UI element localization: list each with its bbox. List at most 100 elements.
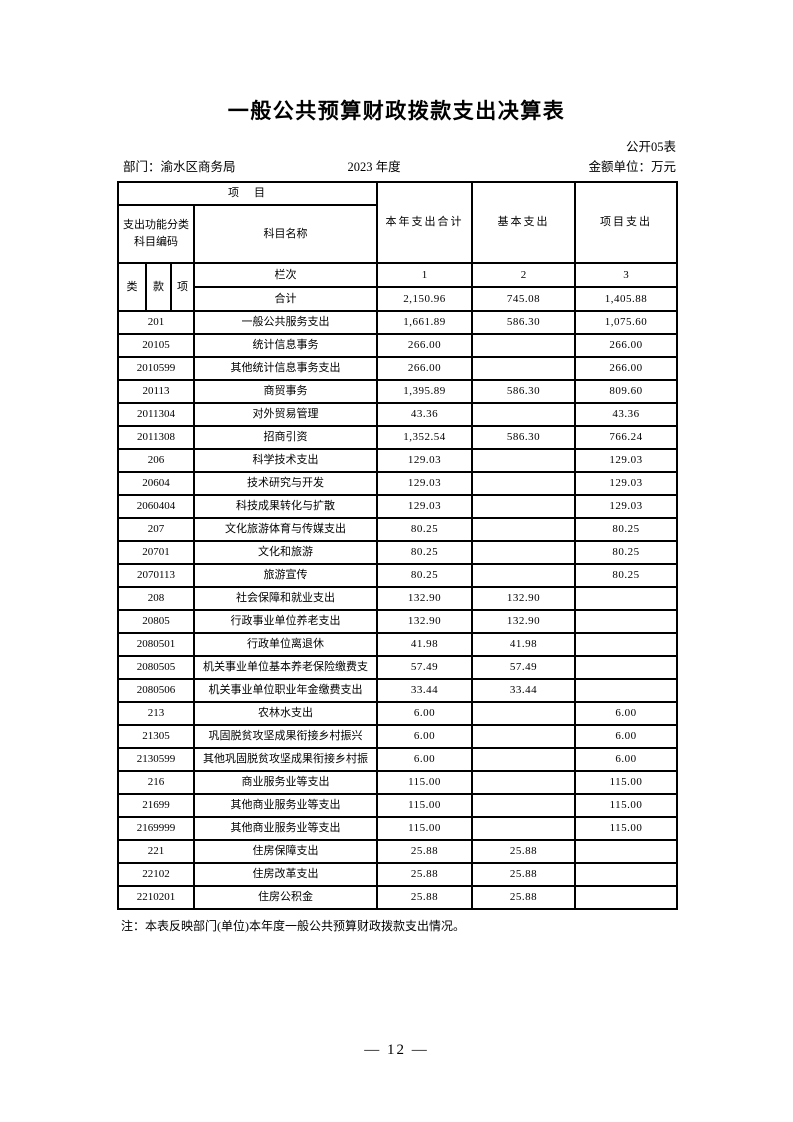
row-project-cell: 766.24: [574, 425, 678, 450]
table-row: 2210201 住房公积金 25.88 25.88: [117, 885, 678, 910]
table-code-label: 公开05表: [625, 140, 676, 154]
row-code-cell: 207: [117, 517, 195, 542]
header-row-main: 支出功能分类 科目编码 科目名称: [117, 204, 677, 264]
row-basic-cell: 33.44: [471, 678, 576, 703]
row-project-cell: 6.00: [574, 747, 678, 772]
code-group-line2: 科目编码: [134, 236, 178, 248]
row-total-cell: 115.00: [376, 793, 473, 818]
header-cell-col2: 2: [471, 262, 576, 288]
row-total-cell: 41.98: [376, 632, 473, 657]
row-total-cell: 80.25: [376, 540, 473, 565]
table-row: 20701 文化和旅游 80.25 80.25: [117, 540, 678, 565]
row-basic-cell: 586.30: [471, 379, 576, 404]
row-project-cell: 6.00: [574, 724, 678, 749]
row-basic-cell: [471, 402, 576, 427]
table-row: 206 科学技术支出 129.03 129.03: [117, 448, 678, 473]
row-total-cell: 43.36: [376, 402, 473, 427]
row-basic-cell: [471, 540, 576, 565]
row-project-cell: 266.00: [574, 333, 678, 358]
row-basic-cell: [471, 701, 576, 726]
table-row: 2080506 机关事业单位职业年金缴费支出 33.44 33.44: [117, 678, 678, 703]
fiscal-year-label: 2023 年度: [347, 160, 401, 174]
row-project-cell: 80.25: [574, 540, 678, 565]
row-project-cell: [574, 678, 678, 703]
row-name-cell: 其他统计信息事务支出: [193, 356, 378, 381]
row-basic-cell: [471, 471, 576, 496]
row-basic-cell: [471, 816, 576, 841]
row-name-cell: 其他商业服务业等支出: [193, 816, 378, 841]
row-total-cell: 266.00: [376, 333, 473, 358]
total-basic-cell: 745.08: [471, 286, 576, 312]
row-total-cell: 25.88: [376, 862, 473, 887]
page-content: 一般公共预算财政拨款支出决算表 公开05表 部门：渝水区商务局 2023 年度 …: [117, 0, 678, 934]
header-cell-project-exp: 项目支出: [574, 181, 678, 264]
row-project-cell: 80.25: [574, 517, 678, 542]
header-cell-column-index: 栏次: [193, 262, 378, 288]
row-project-cell: 129.03: [574, 448, 678, 473]
row-name-cell: 科学技术支出: [193, 448, 378, 473]
row-name-cell: 住房保障支出: [193, 839, 378, 864]
row-basic-cell: 586.30: [471, 425, 576, 450]
row-code-cell: 2130599: [117, 747, 195, 772]
row-basic-cell: [471, 747, 576, 772]
row-basic-cell: 25.88: [471, 862, 576, 887]
row-project-cell: 115.00: [574, 770, 678, 795]
table-row: 2011304 对外贸易管理 43.36 43.36: [117, 402, 678, 427]
total-project-cell: 1,405.88: [574, 286, 678, 312]
row-total-cell: 115.00: [376, 816, 473, 841]
row-name-cell: 农林水支出: [193, 701, 378, 726]
row-project-cell: [574, 655, 678, 680]
row-basic-cell: [471, 494, 576, 519]
row-basic-cell: [471, 333, 576, 358]
table-row: 2070113 旅游宣传 80.25 80.25: [117, 563, 678, 588]
row-total-cell: 115.00: [376, 770, 473, 795]
row-total-cell: 6.00: [376, 747, 473, 772]
row-total-cell: 1,352.54: [376, 425, 473, 450]
header-cell-item: 项: [170, 262, 195, 312]
table-row: 20805 行政事业单位养老支出 132.90 132.90: [117, 609, 678, 634]
row-name-cell: 一般公共服务支出: [193, 310, 378, 335]
row-code-cell: 2080505: [117, 655, 195, 680]
meta-line: 部门：渝水区商务局 2023 年度 金额单位：万元: [117, 158, 676, 176]
table-row: 2169999 其他商业服务业等支出 115.00 115.00: [117, 816, 678, 841]
row-basic-cell: [471, 563, 576, 588]
row-project-cell: [574, 839, 678, 864]
header-row-project: 项 目 本年支出合计 基本支出 项目支出: [117, 181, 678, 264]
table-row: 2010599 其他统计信息事务支出 266.00 266.00: [117, 356, 678, 381]
row-total-cell: 80.25: [376, 517, 473, 542]
row-code-cell: 20805: [117, 609, 195, 634]
header-cell-year-total: 本年支出合计: [376, 181, 473, 264]
table-row: 201 一般公共服务支出 1,661.89 586.30 1,075.60: [117, 310, 678, 335]
row-name-cell: 机关事业单位职业年金缴费支出: [193, 678, 378, 703]
table-row: 2060404 科技成果转化与扩散 129.03 129.03: [117, 494, 678, 519]
row-code-cell: 21699: [117, 793, 195, 818]
row-name-cell: 技术研究与开发: [193, 471, 378, 496]
table-row: 221 住房保障支出 25.88 25.88: [117, 839, 678, 864]
row-code-cell: 22102: [117, 862, 195, 887]
row-name-cell: 巩固脱贫攻坚成果衔接乡村振兴: [193, 724, 378, 749]
total-label-cell: 合计: [193, 286, 378, 312]
row-code-cell: 206: [117, 448, 195, 473]
row-basic-cell: 41.98: [471, 632, 576, 657]
row-code-cell: 20105: [117, 333, 195, 358]
row-name-cell: 商贸事务: [193, 379, 378, 404]
table-row: 2080501 行政单位离退休 41.98 41.98: [117, 632, 678, 657]
row-basic-cell: 132.90: [471, 609, 576, 634]
page-number: — 12 —: [364, 1042, 429, 1058]
row-name-cell: 其他商业服务业等支出: [193, 793, 378, 818]
table-row: 216 商业服务业等支出 115.00 115.00: [117, 770, 678, 795]
row-total-cell: 25.88: [376, 885, 473, 910]
table-row: 21305 巩固脱贫攻坚成果衔接乡村振兴 6.00 6.00: [117, 724, 678, 749]
row-code-cell: 2010599: [117, 356, 195, 381]
row-code-cell: 2080501: [117, 632, 195, 657]
row-code-cell: 20604: [117, 471, 195, 496]
row-name-cell: 其他巩固脱贫攻坚成果衔接乡村振: [193, 747, 378, 772]
row-project-cell: 266.00: [574, 356, 678, 381]
table-row: 2011308 招商引资 1,352.54 586.30 766.24: [117, 425, 678, 450]
header-cell-code-group: 支出功能分类 科目编码: [117, 204, 195, 264]
row-basic-cell: 586.30: [471, 310, 576, 335]
row-code-cell: 201: [117, 310, 195, 335]
expenditure-table: 项 目 本年支出合计 基本支出 项目支出 支出功能分类 科目编码 科目名称: [117, 181, 678, 910]
row-name-cell: 行政单位离退休: [193, 632, 378, 657]
department-label: 部门：渝水区商务局: [123, 160, 236, 174]
